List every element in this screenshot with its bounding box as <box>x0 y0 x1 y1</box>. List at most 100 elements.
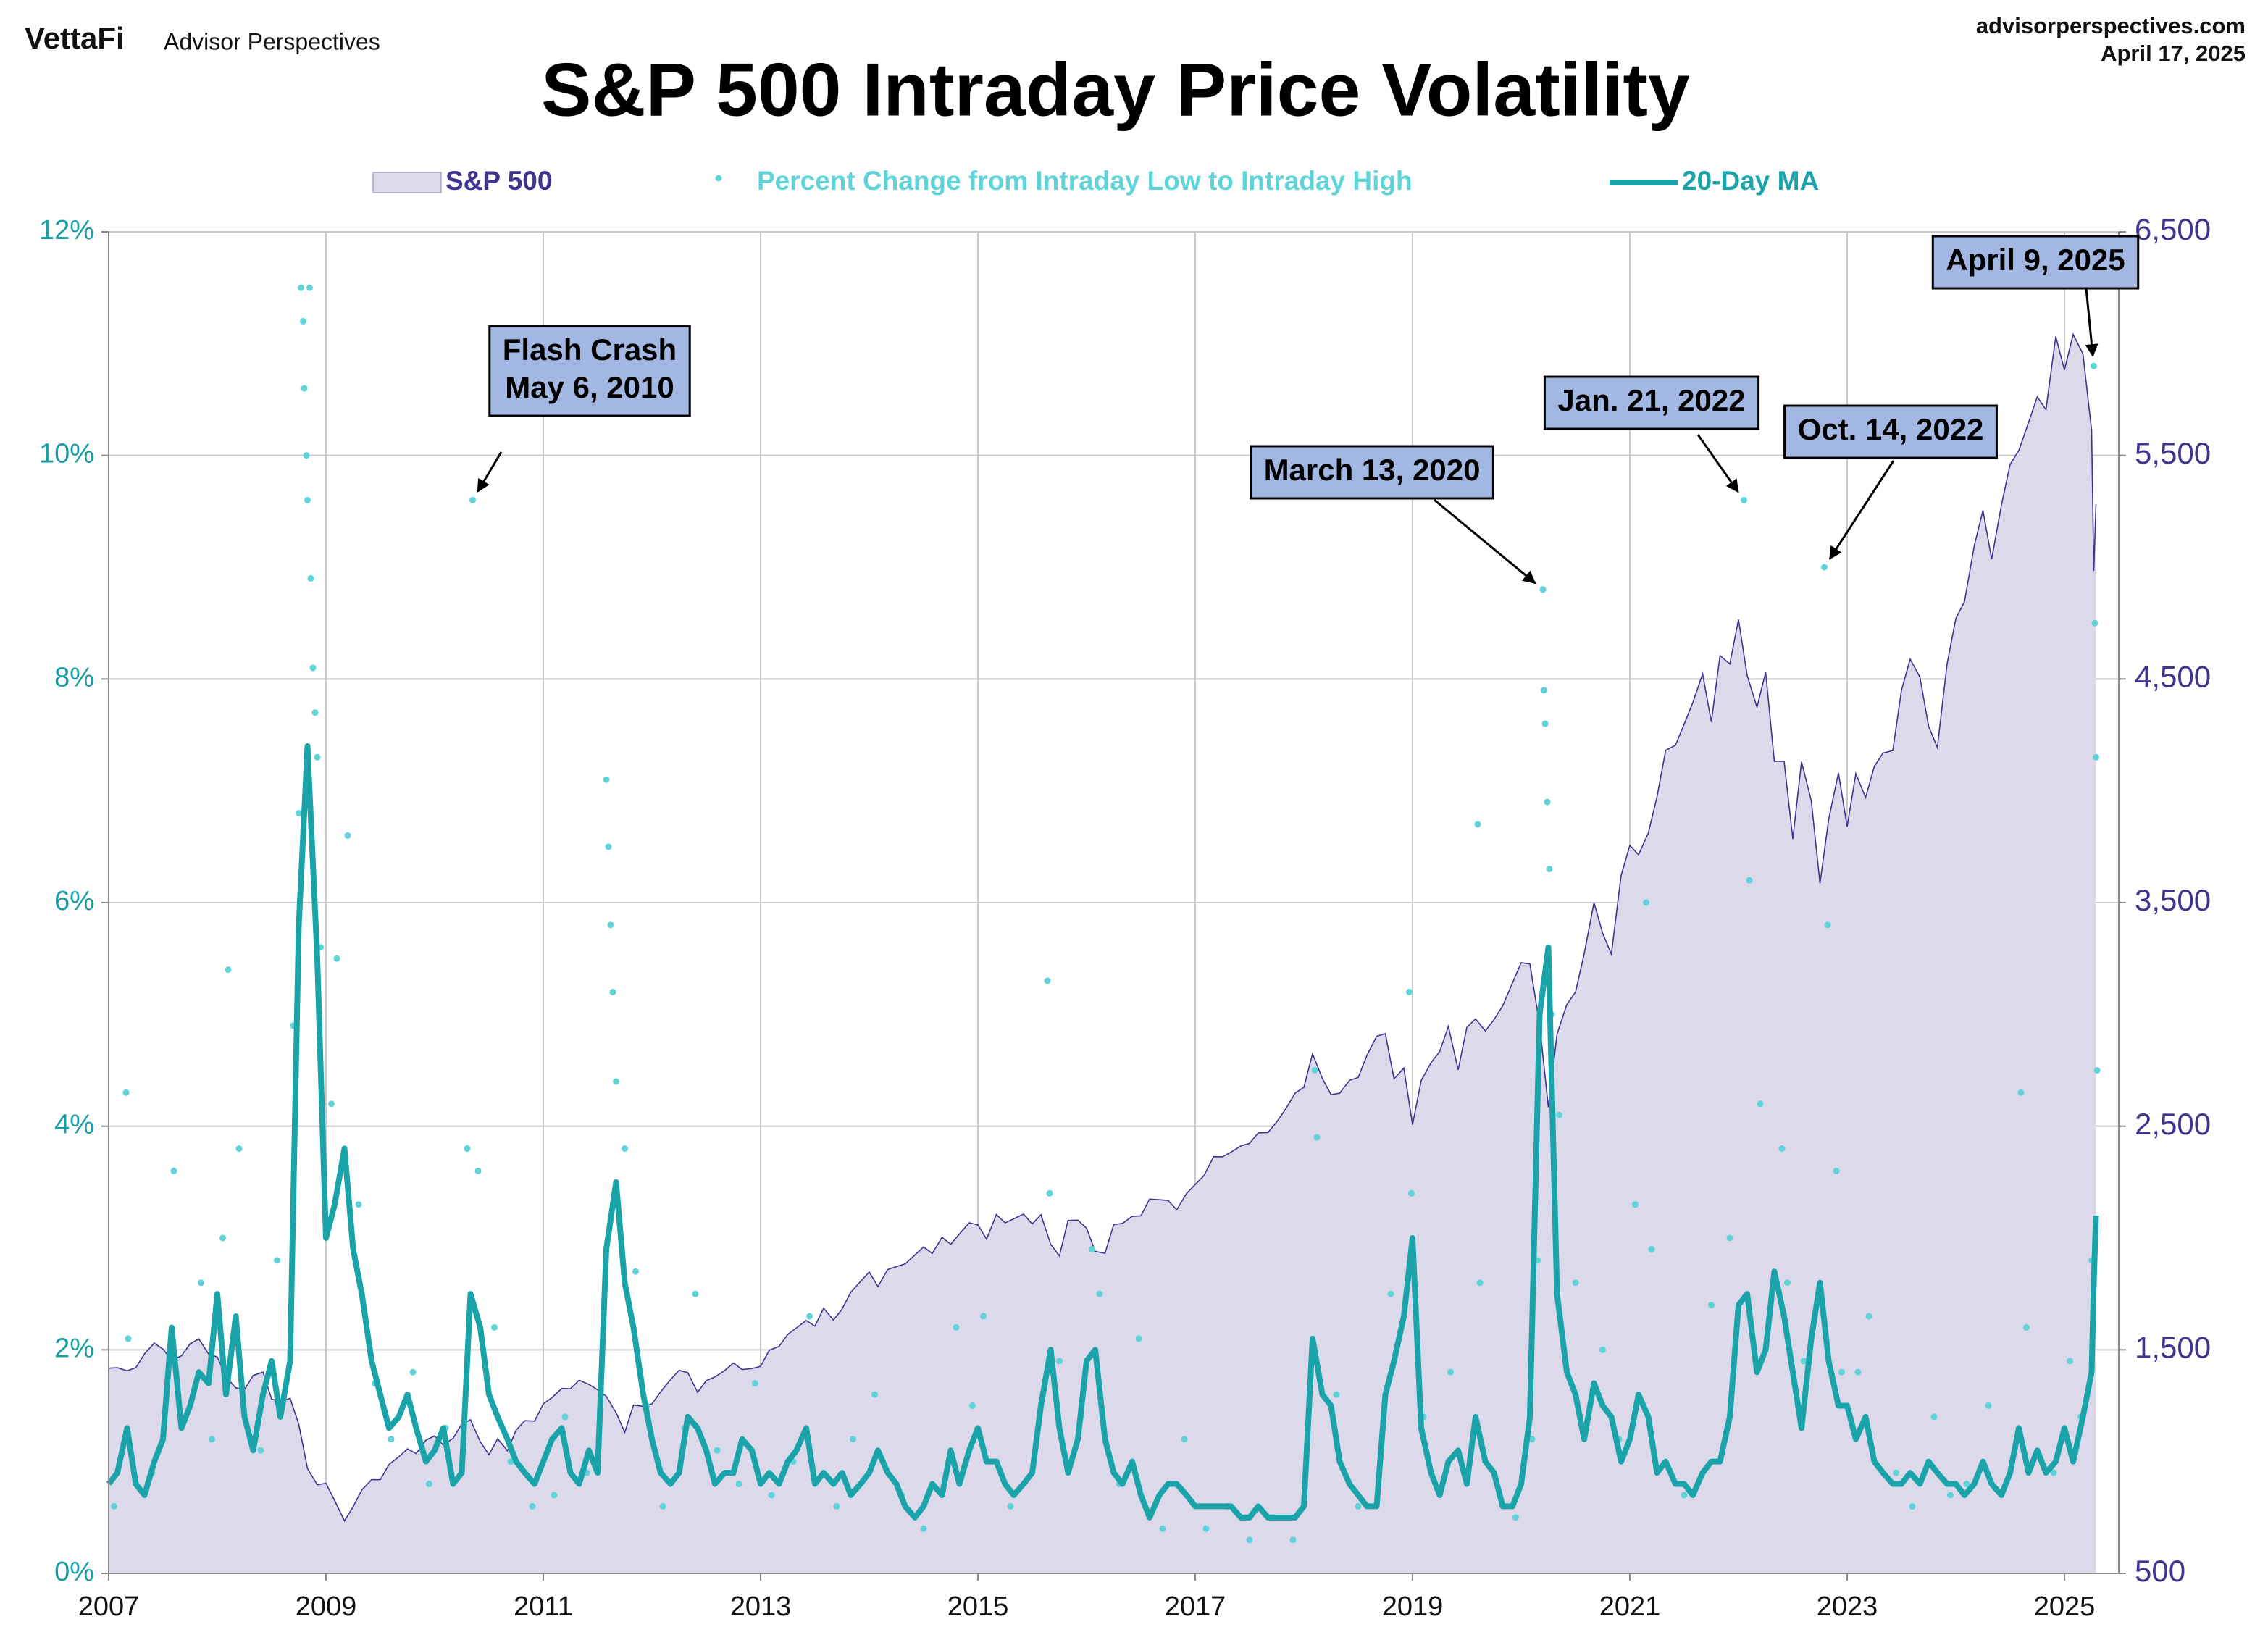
annotation-box <box>1783 404 1998 459</box>
annotation-box <box>1250 445 1494 500</box>
scatter-point <box>304 496 311 503</box>
legend-label: S&P 500 <box>445 166 552 196</box>
scatter-point <box>306 284 313 291</box>
ma-line <box>106 743 2099 1521</box>
y2-tick-label: 6,500 <box>2135 212 2211 246</box>
scatter-point <box>303 452 310 459</box>
scatter-point <box>409 1368 417 1376</box>
scatter-point <box>692 1290 699 1297</box>
scatter-point <box>464 1145 471 1153</box>
scatter-point <box>1865 1313 1872 1320</box>
x-tick-label: 2007 <box>78 1591 140 1622</box>
scatter-point <box>1741 496 1747 503</box>
scatter-point <box>474 1167 482 1174</box>
scatter-point <box>1387 1290 1394 1297</box>
scatter-point <box>198 1279 204 1287</box>
area-layer <box>108 332 2097 1574</box>
scatter-point <box>307 574 314 582</box>
scatter-point <box>209 1436 215 1443</box>
scatter-point <box>1572 1279 1579 1287</box>
scatter-point <box>1541 687 1547 694</box>
scatter-point <box>2093 1067 2101 1074</box>
scatter-point <box>1632 1201 1639 1208</box>
brand: Advisor Perspectives <box>164 28 380 54</box>
scatter-point <box>122 1089 130 1096</box>
axes: 0% 2% 4% 6% 8% 10% 12% 500 1,500 2,500 3,500 4,500 5… <box>39 212 2211 1622</box>
scatter-point <box>920 1525 927 1532</box>
scatter-point <box>605 843 612 850</box>
annotation-arrow <box>1696 434 1739 493</box>
scatter-point <box>1556 1111 1562 1118</box>
scatter-point <box>1289 1536 1297 1544</box>
scatter-point <box>529 1502 536 1510</box>
scatter-point <box>111 1502 117 1510</box>
annotation-arrow <box>2085 288 2098 358</box>
scatter-point <box>274 1257 280 1264</box>
x-tick-label: 2015 <box>947 1591 1009 1622</box>
y2-tick-label: 2,500 <box>2135 1107 2211 1141</box>
scatter-point <box>388 1436 395 1443</box>
scatter-point <box>969 1402 976 1409</box>
scatter-point <box>426 1481 432 1488</box>
scatter-point <box>1044 977 1051 984</box>
scatter-point <box>1096 1290 1103 1297</box>
scatter-point <box>1512 1514 1519 1521</box>
scatter-point <box>235 1145 243 1153</box>
y-tick-label: 6% <box>54 886 94 916</box>
y2-tick-label: 1,500 <box>2135 1330 2211 1364</box>
scatter-point <box>1056 1358 1063 1365</box>
scatter-point <box>311 709 319 716</box>
scatter-point <box>344 832 351 839</box>
scatter-point <box>1838 1368 1845 1376</box>
annotation-box <box>488 325 691 417</box>
scatter-point <box>1824 921 1831 929</box>
scatter-point <box>469 496 476 503</box>
scatter-point <box>125 1335 132 1342</box>
scatter-point <box>1800 1358 1807 1365</box>
scatter-point <box>1202 1525 1210 1532</box>
scatter-point <box>300 317 306 325</box>
y-tick-label: 2% <box>54 1333 94 1363</box>
scatter-point <box>491 1323 498 1331</box>
scatter-point <box>768 1492 775 1499</box>
scatter-point <box>603 776 610 783</box>
scatter-point <box>1784 1279 1791 1287</box>
scatter-point <box>1355 1502 1362 1510</box>
scatter-point <box>1643 899 1649 906</box>
scatter-point <box>507 1458 514 1465</box>
y2-tick-label: 500 <box>2135 1554 2185 1588</box>
scatter-point <box>2067 1358 2073 1365</box>
y2-tick-label: 4,500 <box>2135 659 2211 693</box>
annotation: April 9, 2025 <box>1931 235 2140 290</box>
x-tick-label: 2017 <box>1165 1591 1226 1622</box>
scatter-point <box>328 1100 335 1108</box>
scatter-point <box>1546 866 1553 873</box>
y2-tick-label: 3,500 <box>2135 883 2211 917</box>
scatter-point <box>1963 1481 1970 1488</box>
scatter-point <box>1246 1536 1253 1544</box>
line-layer <box>106 743 2099 1521</box>
scatter-point <box>1539 586 1547 593</box>
y-tick-label: 4% <box>54 1110 94 1140</box>
scatter-point <box>1313 1134 1321 1141</box>
annotation: Oct. 14, 2022 <box>1783 404 1998 459</box>
scatter-point <box>871 1391 878 1398</box>
scatter-point <box>1089 1245 1095 1252</box>
legend-swatch <box>372 172 442 193</box>
y-tick-label: 8% <box>54 662 94 693</box>
scatter-point <box>980 1313 987 1320</box>
scatter-point <box>622 1145 628 1153</box>
scatter-point <box>2091 619 2098 627</box>
scatter-point <box>1821 564 1828 571</box>
scatter-point <box>1333 1391 1340 1398</box>
y-tick-label: 10% <box>39 439 94 469</box>
scatter-point <box>1947 1492 1954 1499</box>
annotation-arrow <box>1828 460 1895 560</box>
x-tick-label: 2019 <box>1382 1591 1444 1622</box>
scatter-point <box>1544 798 1551 806</box>
annotation-box <box>1931 235 2140 290</box>
scatter-point <box>1528 1436 1536 1443</box>
annotation-text: May 6, 2010 <box>505 370 674 404</box>
scatter-point <box>1757 1100 1764 1108</box>
